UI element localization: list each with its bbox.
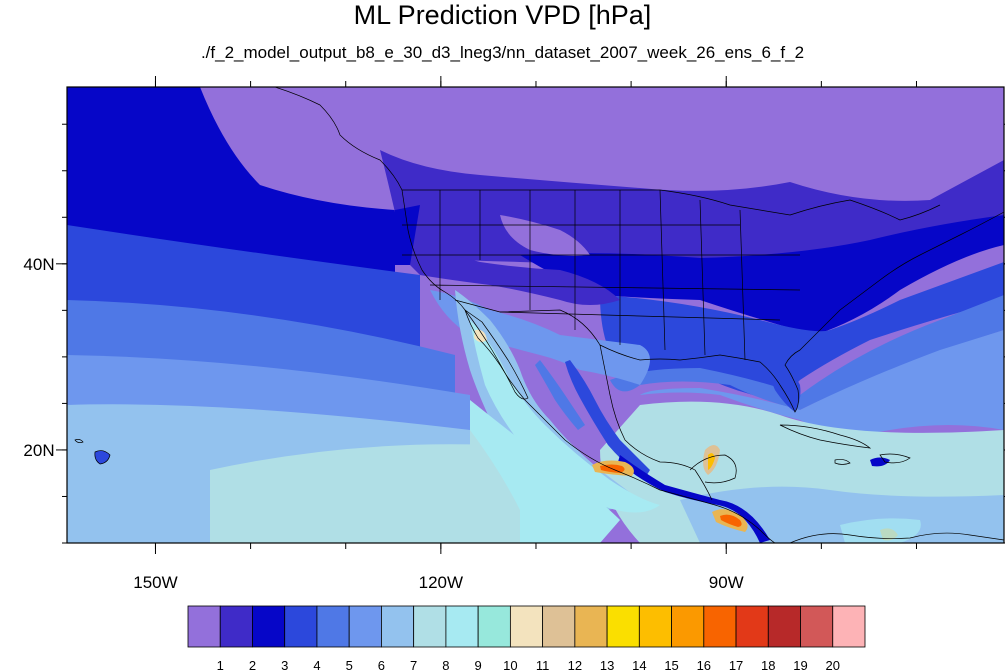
colorbar-swatch [413, 605, 447, 648]
hotspot-level-10-baja [474, 329, 487, 343]
colorbar-label: 16 [697, 658, 711, 672]
colorbar-swatch [671, 605, 705, 648]
y-tick-label: 40N [23, 255, 54, 274]
x-tick-label: 150W [133, 573, 177, 592]
hotspot-level-3-caribbean [870, 457, 890, 467]
colorbar-label: 8 [442, 658, 449, 672]
colorbar-swatch [542, 605, 576, 648]
state-lines [402, 189, 801, 361]
island-cuba [779, 424, 872, 449]
colorbar-swatch [381, 605, 415, 648]
coastline-south-america [789, 532, 1004, 543]
colorbar-swatch [445, 605, 479, 648]
y-tick-label: 20N [23, 441, 54, 460]
axis-labels: 150W 120W 90W 40N 20N [23, 255, 743, 592]
coastline-yucatan [689, 454, 737, 484]
colorbar-label: 12 [568, 658, 582, 672]
colorbar-swatch [316, 605, 350, 648]
colorbar-label: 7 [410, 658, 417, 672]
coastline-mexico-gulf [599, 344, 713, 501]
colorbar: 1 2 3 4 5 6 7 8 9 10 11 12 13 14 15 16 17 18 19 20 [187, 605, 866, 672]
colorbar-label: 1 [217, 658, 224, 672]
colorbar-swatch [219, 605, 253, 648]
colorbar-label: 20 [826, 658, 840, 672]
colorbar-label: 15 [664, 658, 678, 672]
colorbar-label: 13 [600, 658, 614, 672]
island-jamaica [834, 459, 851, 465]
coastline-gulf [599, 211, 1004, 413]
hotspot-level-17-guatemala [720, 514, 742, 527]
boundaries [74, 87, 1004, 543]
colorbar-label: 14 [632, 658, 646, 672]
colorbar-swatch [509, 605, 544, 648]
region-level-6-atlantic [640, 330, 1004, 434]
colorbar-label: 17 [729, 658, 743, 672]
colorbar-label: 18 [761, 658, 775, 672]
colorbar-label: 6 [378, 658, 385, 672]
colorbar-swatch [800, 605, 834, 648]
island-hawaii [94, 450, 110, 464]
region-level-4-southeast [600, 262, 1004, 400]
colorbar-swatch [832, 605, 866, 648]
border-us-canada [402, 189, 941, 221]
colorbar-swatch [348, 605, 382, 648]
colorbar-swatch [477, 605, 511, 648]
colorbar-label: 10 [503, 658, 517, 672]
region-level-6-southwest [430, 290, 650, 385]
colorbar-label: 9 [475, 658, 482, 672]
x-tick-label: 120W [419, 573, 463, 592]
chart-subtitle: ./f_2_model_output_b8_e_30_d3_lneg3/nn_d… [200, 43, 805, 62]
colorbar-swatch [703, 605, 737, 648]
region-level-3-west-coast [395, 205, 420, 265]
island-hawaii-outline [74, 438, 111, 465]
colorbar-label: 11 [536, 658, 550, 672]
colorbar-label: 5 [346, 658, 353, 672]
region-level-7-baja [455, 290, 640, 510]
region-level-3-central [520, 215, 1004, 335]
axis-ticks [56, 76, 1005, 554]
coastline-baja [464, 309, 529, 400]
colorbar-swatch [606, 605, 640, 648]
chart-title: ML Prediction VPD [hPa] [353, 0, 652, 30]
region-level-8-pacific [470, 430, 520, 543]
colorbar-label: 4 [313, 658, 320, 672]
colorbar-swatch [187, 605, 221, 648]
ridge-level-4-sierra-madre [565, 360, 650, 478]
colorbar-label: 3 [281, 658, 288, 672]
region-level-2-west [400, 253, 620, 305]
island-hispaniola [879, 453, 911, 464]
region-level-5-gulf [610, 295, 1004, 410]
region-level-4-florida [769, 360, 801, 412]
colorbar-swatch [767, 605, 801, 648]
colorbar-swatch [574, 605, 608, 648]
band-level-8 [210, 444, 530, 543]
colorbar-label: 19 [793, 658, 807, 672]
ridge-level-5-central [535, 360, 585, 430]
colorbar-label: 2 [249, 658, 256, 672]
colorbar-swatch [638, 605, 672, 648]
colorbar-swatch [735, 605, 769, 648]
colorbar-swatch [252, 605, 286, 648]
border-us-mexico [454, 299, 601, 346]
coastline-west [274, 87, 776, 543]
colorbar-swatch [284, 605, 318, 648]
vpd-field [67, 87, 1004, 543]
x-tick-label: 90W [709, 573, 744, 592]
